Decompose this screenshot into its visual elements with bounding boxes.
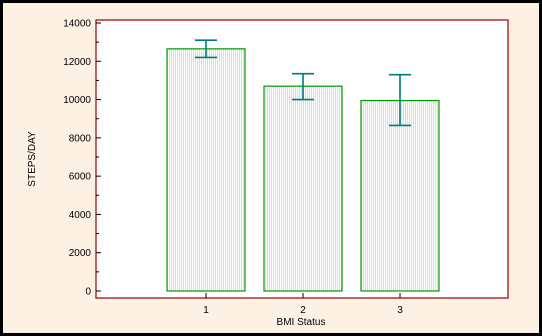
plot-border xyxy=(95,19,509,299)
y-tick-label: 12000 xyxy=(63,57,91,68)
x-tick-label: 3 xyxy=(397,305,403,316)
y-tick-label: 0 xyxy=(85,287,91,298)
bars-layer xyxy=(166,48,440,292)
chart: 0 2000 4000 6000 8000 10000 12000 14000 1 2 3 STE… xyxy=(3,3,539,333)
bar xyxy=(166,48,246,292)
y-tick-label: 4000 xyxy=(69,210,92,221)
bar xyxy=(263,85,343,292)
y-tick-label: 8000 xyxy=(69,133,92,144)
y-tick-label: 14000 xyxy=(63,19,91,30)
y-tick-label: 2000 xyxy=(69,248,92,259)
error-bar xyxy=(292,72,314,101)
y-axis-label: STEPS/DAY xyxy=(27,131,38,187)
y-tick-label: 6000 xyxy=(69,172,92,183)
x-tick-label: 2 xyxy=(300,305,306,316)
error-bar xyxy=(389,73,411,127)
x-tick-label: 1 xyxy=(203,305,209,316)
error-bar xyxy=(195,39,217,59)
y-tick-label: 10000 xyxy=(63,95,91,106)
x-axis-label: BMI Status xyxy=(277,317,326,328)
bar xyxy=(360,99,440,292)
y-axis: 0 2000 4000 6000 8000 10000 12000 14000 xyxy=(63,19,101,298)
x-axis: 1 2 3 xyxy=(203,293,403,316)
error-bars-layer xyxy=(195,39,411,127)
